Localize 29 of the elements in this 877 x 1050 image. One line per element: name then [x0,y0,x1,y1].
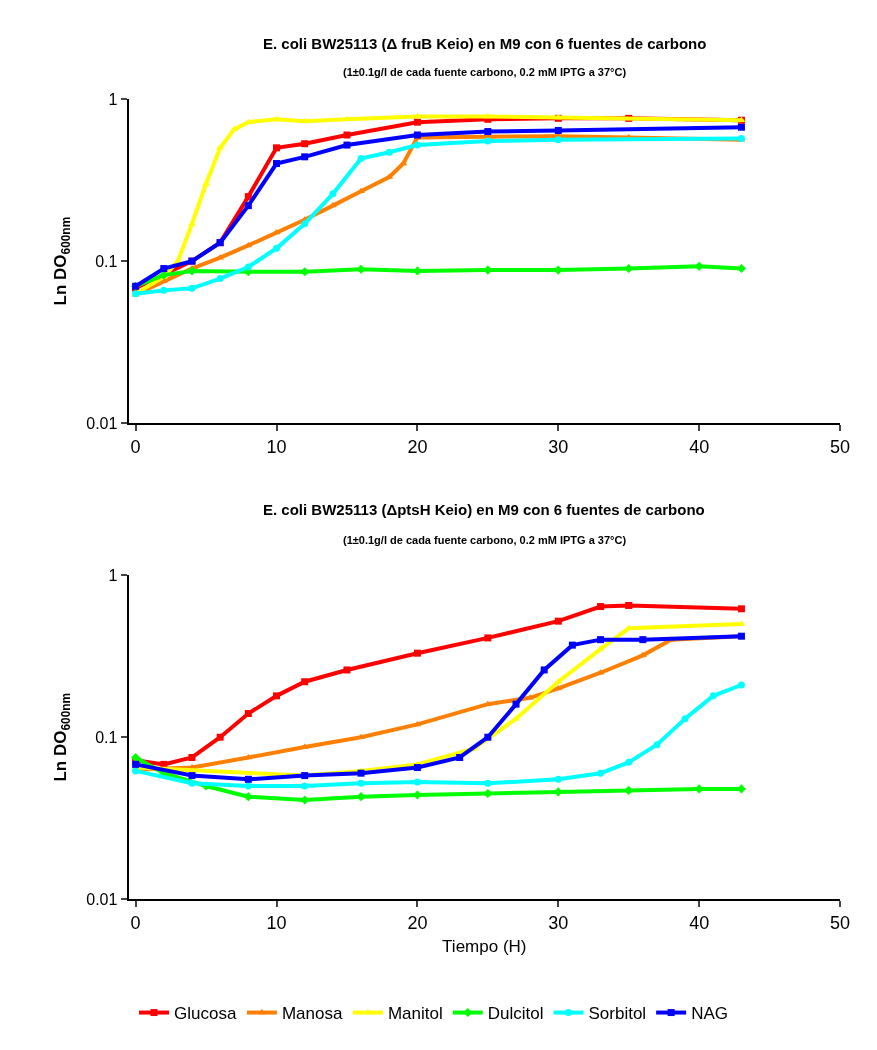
x-tick-label: 40 [689,912,710,933]
x-tick-label: 10 [266,912,287,933]
legend-label: Manitol [387,1004,443,1024]
legend-label: Manosa [281,1004,343,1024]
x-tick-label: 30 [548,436,569,457]
y-tick-label: 0.01 [86,890,118,908]
chart-title: E. coli BW25113 (Δ fruB Keio) en M9 con 6 fuentes de carbono [263,35,707,52]
y-tick-label: 0.1 [95,252,118,270]
y-tick-label: 1 [108,90,118,108]
legend-label: NAG [691,1004,728,1024]
y-tick-label: 1 [108,566,118,584]
y-tick-label: 0.1 [95,728,118,746]
x-tick-label: 10 [266,436,287,457]
x-tick-label: 20 [407,912,428,933]
legend-label: Dulcitol [487,1004,544,1024]
y-tick-label: 0.01 [86,414,118,432]
chart-subtitle: (1±0.1g/l de cada fuente carbono, 0.2 mM IPTG a 37°C) [343,534,627,546]
x-tick-label: 50 [830,912,851,933]
legend-label: Sorbitol [588,1004,647,1024]
x-tick-label: 50 [830,436,851,457]
x-tick-label: 0 [130,436,141,457]
x-tick-label: 20 [407,436,428,457]
legend-label: Glucosa [174,1004,237,1024]
x-tick-label: 40 [689,436,710,457]
x-tick-label: 0 [130,912,141,933]
chart-title: E. coli BW25113 (ΔptsH Keio) en M9 con 6 fuentes de carbono [263,501,705,518]
x-axis-title: Tiempo (H) [442,936,527,956]
chart-subtitle: (1±0.1g/l de cada fuente carbono, 0.2 mM IPTG a 37°C) [343,66,627,78]
x-tick-label: 30 [548,912,569,933]
